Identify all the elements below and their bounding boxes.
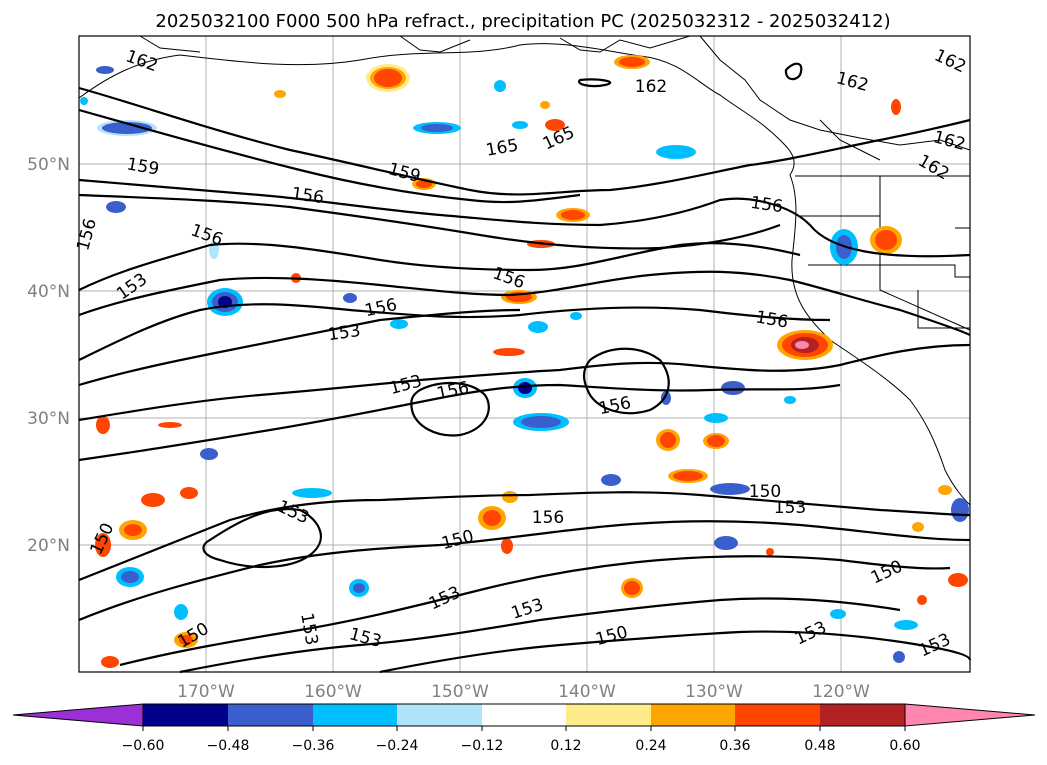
lat-label: 40°N [27,282,70,302]
colorbar: −0.60 −0.48 −0.36 −0.24 −0.12 0.12 0.24 … [12,703,1036,754]
refractivity-contours [78,62,972,674]
positive-precip-area [95,55,968,668]
contour-label: 153 [327,321,362,345]
contour-label: 150 [749,482,781,502]
lat-label: 30°N [27,409,70,429]
colorbar-segment [397,704,482,726]
lat-label: 50°N [27,155,70,175]
colorbar-segment [482,704,566,726]
colorbar-tick-labels: −0.60 −0.48 −0.36 −0.24 −0.12 0.12 0.24 … [122,738,921,754]
contour-label: 153 [774,498,806,518]
colorbar-extend-high [904,703,1036,727]
colorbar-tick: 0.12 [550,738,581,754]
colorbar-tick: 0.60 [889,738,920,754]
colorbar-segment [143,704,228,726]
map-panel: 162 162 162 162 162 162 165 165 159 159 … [73,35,972,674]
contour-label: 156 [749,193,784,217]
lon-label: 130°W [685,682,743,702]
colorbar-tick: −0.48 [207,738,250,754]
longitude-labels: 170°W 160°W 150°W 140°W 130°W 120°W [177,682,870,702]
colorbar-tick: −0.24 [376,738,419,754]
colorbar-tick: −0.60 [122,738,165,754]
colorbar-tick: 0.24 [635,738,666,754]
coastline [78,35,971,506]
lon-label: 140°W [558,682,616,702]
colorbar-segment [313,704,397,726]
lon-label: 150°W [431,682,489,702]
contour-label: 162 [635,77,667,97]
colorbar-segment [735,704,820,726]
lon-label: 160°W [304,682,362,702]
colorbar-tick: 0.36 [719,738,750,754]
colorbar-extend-low [12,703,144,727]
contour-label: 156 [290,184,325,208]
precip-fill [80,55,969,668]
lon-label: 120°W [812,682,870,702]
colorbar-segment [228,704,313,726]
colorbar-tick: −0.12 [461,738,504,754]
contour-labels: 162 162 162 162 162 162 165 165 159 159 … [73,46,969,662]
colorbar-segment [651,704,735,726]
colorbar-tick: −0.36 [292,738,335,754]
colorbar-tick: 0.48 [804,738,835,754]
latitude-labels: 50°N 40°N 30°N 20°N [27,155,70,556]
figure-title: 2025032100 F000 500 hPa refract., precip… [155,11,890,32]
colorbar-segment [820,704,905,726]
lon-label: 170°W [177,682,235,702]
lat-label: 20°N [27,536,70,556]
contour-label: 156 [532,508,564,528]
colorbar-segment [566,704,651,726]
